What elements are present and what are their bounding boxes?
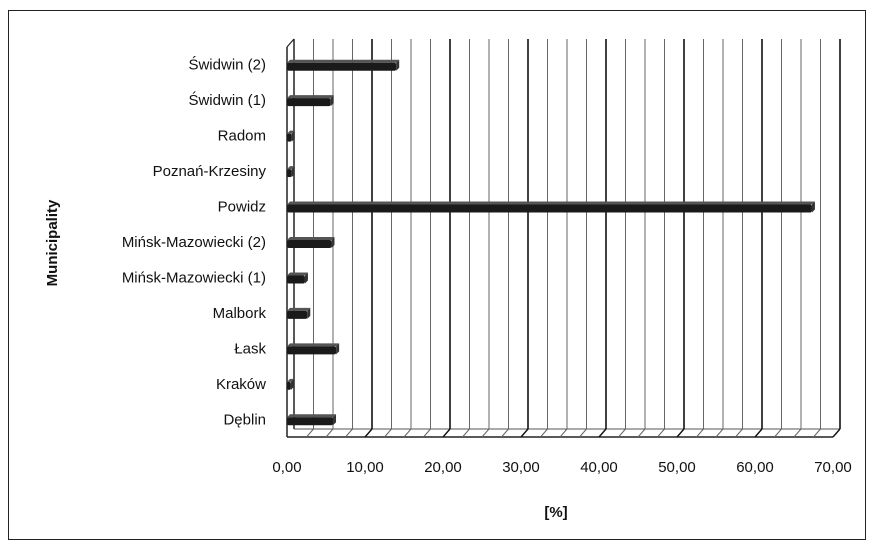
x-tick-label: 10,00 — [346, 459, 384, 476]
y-axis-title: Municipality — [44, 199, 61, 286]
bar-top — [287, 414, 337, 418]
bar — [287, 98, 331, 107]
category-label: Malbork — [213, 305, 267, 322]
category-label: Łask — [234, 340, 266, 357]
bar-top — [287, 95, 334, 99]
x-tick-labels: 0,00 10,00 20,00 30,00 40,00 50,00 60,00 70,00 — [272, 459, 851, 476]
bar-end — [336, 343, 340, 355]
bar-end — [396, 59, 400, 71]
bar-end — [304, 272, 308, 284]
gridline-floor — [540, 428, 548, 438]
category-label: Kraków — [216, 376, 266, 393]
category-label: Radom — [218, 128, 266, 145]
bar-end — [291, 166, 295, 178]
bar — [287, 62, 397, 71]
gridline-floor — [481, 428, 490, 438]
gridline-floor — [462, 428, 470, 438]
bar-end — [291, 130, 295, 142]
x-tick-label: 0,00 — [272, 459, 301, 476]
category-label: Świdwin (1) — [188, 91, 266, 109]
gridline-floor — [403, 428, 412, 438]
gridline-floor — [364, 428, 373, 438]
gridline-floor — [579, 428, 587, 438]
gridline-floor — [832, 428, 841, 438]
gridline-floor — [715, 428, 724, 438]
gridline-floor — [774, 428, 782, 438]
bar-end — [811, 201, 815, 213]
gridline-floor — [618, 428, 626, 438]
bar-top — [287, 378, 294, 382]
x-tick-label: 50,00 — [658, 459, 696, 476]
bar — [287, 204, 812, 213]
bar — [287, 381, 291, 390]
bar-end — [307, 307, 311, 319]
bar — [287, 169, 292, 178]
gridline-floor — [813, 428, 821, 438]
x-tick-label: 60,00 — [736, 459, 774, 476]
gridline-floor — [501, 428, 509, 438]
gridline-floor — [442, 428, 451, 438]
bar-top — [287, 343, 340, 347]
bar — [287, 133, 292, 142]
bar — [287, 417, 334, 426]
bar-end — [330, 95, 334, 107]
x-tick-label: 40,00 — [580, 459, 618, 476]
category-label: Świdwin (2) — [188, 56, 266, 74]
category-label: Mińsk-Mazowiecki (2) — [122, 234, 266, 251]
x-tick-label: 30,00 — [502, 459, 540, 476]
category-label: Powidz — [218, 199, 266, 216]
gridline-floor — [637, 428, 646, 438]
bar-top — [287, 201, 815, 205]
bar-end — [333, 414, 337, 426]
x-tick-label: 70,00 — [814, 459, 852, 476]
gridline-floor — [559, 428, 568, 438]
gridline-floor — [306, 428, 314, 438]
bar — [287, 346, 337, 355]
bar-top — [287, 272, 308, 276]
gridline-floor — [384, 428, 392, 438]
bar-top — [287, 166, 295, 170]
gridline-floor — [325, 428, 334, 438]
gridline-floor — [520, 428, 529, 438]
category-label: Dęblin — [223, 411, 266, 428]
bar-end — [331, 237, 335, 248]
bar — [287, 240, 332, 248]
category-label: Poznań-Krzesiny — [153, 163, 267, 180]
top-depth-line — [286, 38, 295, 48]
gridline-floor — [735, 428, 743, 438]
gridline-floor — [793, 428, 802, 438]
bar — [287, 310, 308, 319]
bar-top — [287, 307, 311, 311]
gridline-floor — [423, 428, 431, 438]
bar — [287, 275, 305, 284]
gridline-floor — [598, 428, 607, 438]
x-axis-title: [%] — [544, 504, 567, 521]
bar-top — [287, 237, 335, 240]
gridline-floor — [657, 428, 665, 438]
category-labels: Świdwin (2) Świdwin (1) Radom Poznań-Krzesi… — [122, 56, 267, 429]
gridline-floor — [676, 428, 685, 438]
gridline-floor — [345, 428, 353, 438]
bar-top — [287, 59, 400, 63]
gridline-floor — [696, 428, 704, 438]
gridline-floor — [754, 428, 763, 438]
category-label: Mińsk-Mazowiecki (1) — [122, 269, 266, 286]
bar-end — [290, 378, 294, 390]
bars — [287, 59, 815, 426]
x-tick-label: 20,00 — [424, 459, 462, 476]
gridlines — [286, 38, 841, 438]
bar-top — [287, 130, 295, 134]
